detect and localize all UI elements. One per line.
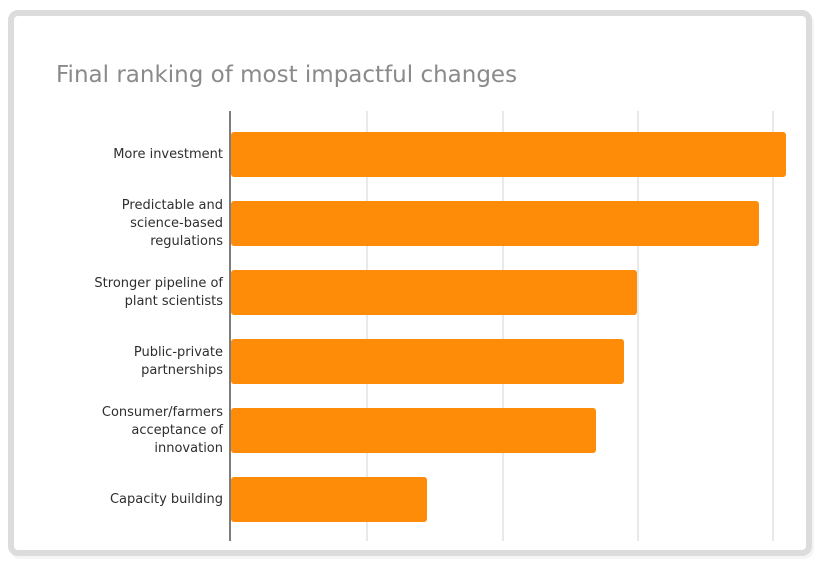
category-label: More investment [34,120,223,189]
y-axis-line [229,111,231,541]
category-label: Public-private partnerships [34,327,223,396]
category-label-line: innovation [154,440,223,456]
category-label-line: Capacity building [109,491,223,507]
gridline [501,111,504,541]
category-label-line: Stronger pipeline of [94,275,223,291]
category-label: Stronger pipeline of plant scientists [34,258,223,327]
category-label-line: More investment [113,146,223,162]
category-labels: More investment Predictable and science-ba… [34,120,223,534]
category-label-line: Public-private [133,344,223,360]
category-label-line: regulations [150,233,223,249]
category-label: Capacity building [34,465,223,534]
category-label-line: Predictable and [121,197,223,213]
bar-3 [231,339,624,384]
bar-4 [231,408,597,453]
chart-card: Final ranking of most impactful changes … [8,10,812,556]
category-label-line: plant scientists [124,293,223,309]
category-label-line: Consumer/farmers [101,404,223,420]
chart-title: Final ranking of most impactful changes [56,62,518,88]
category-label-line: science-based [130,215,223,231]
category-label-line: acceptance of [131,422,223,438]
bar-1 [231,201,759,246]
gridline [637,111,640,541]
bars-layer [231,120,809,534]
category-label: Consumer/farmers acceptance of innovation [34,396,223,465]
plot-area [229,111,809,541]
bar-5 [231,477,428,522]
bar-0 [231,132,786,177]
gridline [366,111,369,541]
bar-2 [231,270,638,315]
category-label-line: partnerships [141,362,223,378]
gridline [772,111,775,541]
category-label: Predictable and science-based regulations [34,189,223,258]
